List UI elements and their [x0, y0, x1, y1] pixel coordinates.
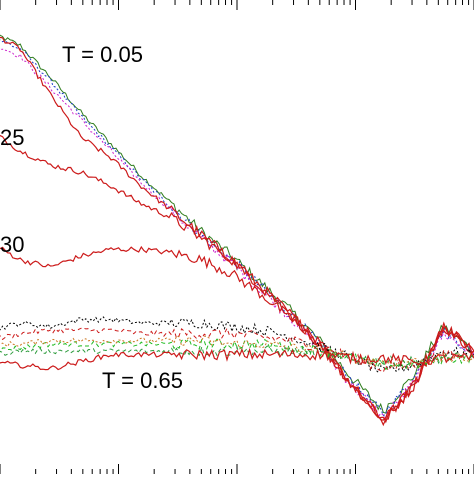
series-line-0.40	[0, 316, 474, 374]
annotation-label: T = 0.65	[102, 368, 183, 393]
series-line-0.15	[0, 48, 474, 420]
series-layer	[0, 34, 474, 427]
series-line-0.20	[0, 36, 474, 424]
annotation-layer: T = 0.05 25 30 T = 0.65	[0, 42, 183, 393]
series-line-0.30	[0, 245, 474, 427]
series-line-0.25	[0, 134, 474, 421]
series-line-0.45	[0, 327, 474, 373]
series-line-0.55	[0, 335, 474, 367]
annotation-label: 25	[0, 125, 24, 150]
annotation-label: 30	[0, 232, 24, 257]
annotation-label: T = 0.05	[62, 42, 143, 67]
series-line-0.10	[0, 39, 474, 417]
series-line-0.50	[0, 338, 474, 371]
series-line-0.65	[0, 347, 474, 371]
